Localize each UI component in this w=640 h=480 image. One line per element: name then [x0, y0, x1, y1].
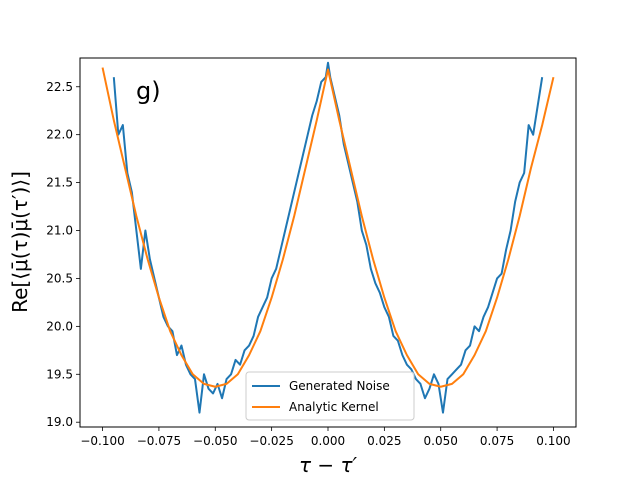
x-tick-label: 0.050	[424, 434, 458, 448]
panel-label: g)	[136, 77, 161, 105]
x-tick-label: −0.025	[249, 434, 293, 448]
x-tick-label: 0.075	[480, 434, 514, 448]
series-line-analytic-kernel	[101, 67, 555, 388]
x-axis-label: τ − τ′	[299, 453, 358, 477]
x-tick-label: 0.000	[311, 434, 345, 448]
x-tick-label: 0.025	[367, 434, 401, 448]
series-layer	[101, 61, 555, 414]
y-tick-label: 20.5	[46, 271, 73, 285]
legend-label-generated-noise: Generated Noise	[289, 379, 390, 393]
y-tick-label: 19.0	[46, 415, 73, 429]
x-tick-label: −0.075	[137, 434, 181, 448]
x-tick-label: −0.100	[80, 434, 124, 448]
y-tick-label: 20.0	[46, 319, 73, 333]
x-tick-label: −0.050	[193, 434, 237, 448]
x-axis: −0.100 −0.075 −0.050 −0.025 0.000 0.025 0.050 0…	[80, 427, 571, 448]
y-axis-label: Re[⟨μ̄(τ)μ̄(τ′)⟩]	[8, 171, 32, 313]
legend: Generated Noise Analytic Kernel	[245, 371, 415, 421]
legend-box	[245, 371, 415, 421]
y-tick-label: 22.0	[46, 128, 73, 142]
legend-label-analytic-kernel: Analytic Kernel	[289, 400, 379, 414]
y-axis: 19.0 19.5 20.0 20.5 21.0 21.5 22.0 22.5	[46, 80, 80, 429]
y-tick-label: 19.5	[46, 367, 73, 381]
y-tick-label: 21.0	[46, 224, 73, 238]
plot-frame	[79, 57, 577, 428]
y-tick-label: 22.5	[46, 80, 73, 94]
x-tick-label: 0.100	[536, 434, 570, 448]
y-tick-label: 21.5	[46, 176, 73, 190]
